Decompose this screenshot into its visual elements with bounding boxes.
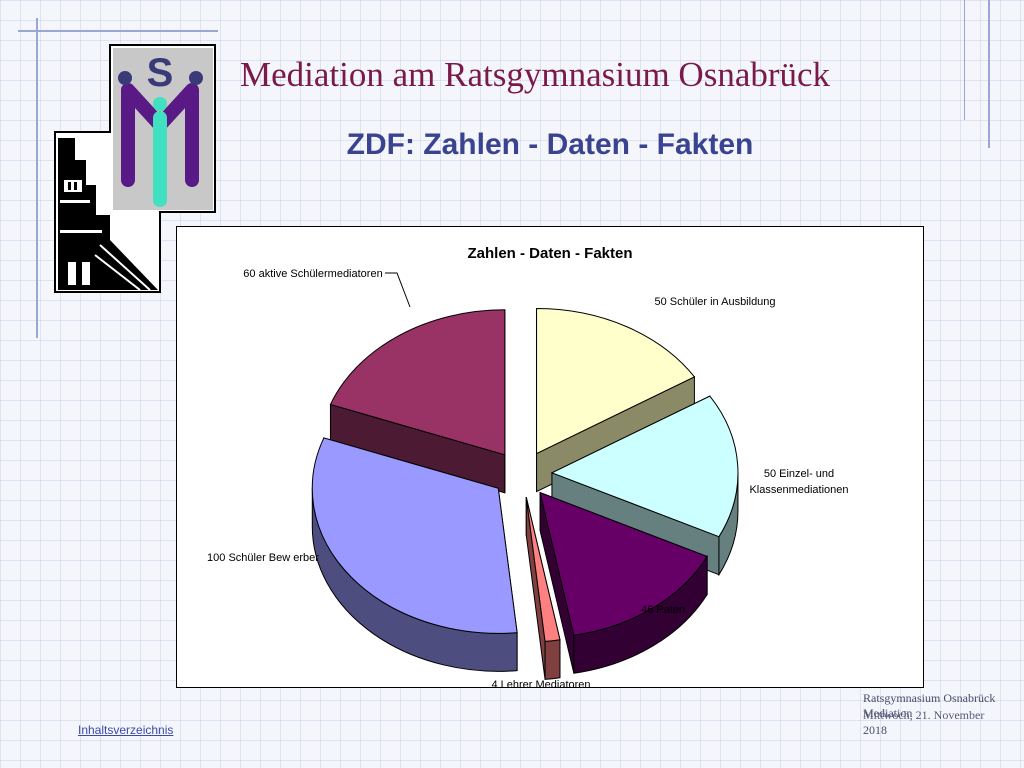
slice-label-3: 46 Paten — [641, 604, 685, 616]
slice-label-2: 50 Einzel- und Klassenmediationen — [749, 468, 848, 496]
footer-topic: Mediation — [863, 706, 913, 720]
slice-label-1: 50 Schüler in Ausbildung — [654, 296, 775, 308]
slice-label-5: 100 Schüler Bew erber — [207, 552, 319, 564]
right-guide-line — [988, 0, 990, 148]
mediation-figures-icon — [118, 71, 203, 207]
slice-label-4: 4 Lehrer Mediatoren — [491, 679, 590, 687]
top-guide-line — [18, 30, 218, 32]
pie-slice-5 — [311, 437, 518, 672]
footer-year: 2018 — [863, 723, 887, 737]
pie-slice-4 — [525, 497, 561, 680]
chart-title: Zahlen - Daten - Fakten — [467, 245, 632, 262]
right-guide-line-2 — [964, 0, 965, 120]
footer-date: Mittwoch, 21. November — [863, 708, 985, 722]
tower-icon — [58, 138, 158, 291]
slice-label-6: 60 aktive Schülermediatoren — [243, 268, 382, 280]
school-logo: S — [54, 44, 216, 293]
chart-frame: Zahlen - Daten - Fakten 50 Schüler in Aus… — [176, 226, 924, 688]
footer-school-name: Ratsgymnasium Osnabrück — [863, 691, 996, 705]
page-title: Mediation am Ratsgymnasium Osnabrück — [240, 55, 831, 94]
page-subtitle: ZDF: Zahlen - Daten - Fakten — [346, 128, 754, 161]
pie-chart: Zahlen - Daten - Fakten 50 Schüler in Aus… — [207, 245, 848, 687]
table-of-contents-link[interactable]: Inhaltsverzeichnis — [78, 723, 174, 737]
left-guide-line — [36, 18, 38, 338]
pie-slice-3 — [539, 491, 708, 674]
label-leader-line — [385, 272, 411, 308]
logo-letter: S — [147, 51, 174, 95]
